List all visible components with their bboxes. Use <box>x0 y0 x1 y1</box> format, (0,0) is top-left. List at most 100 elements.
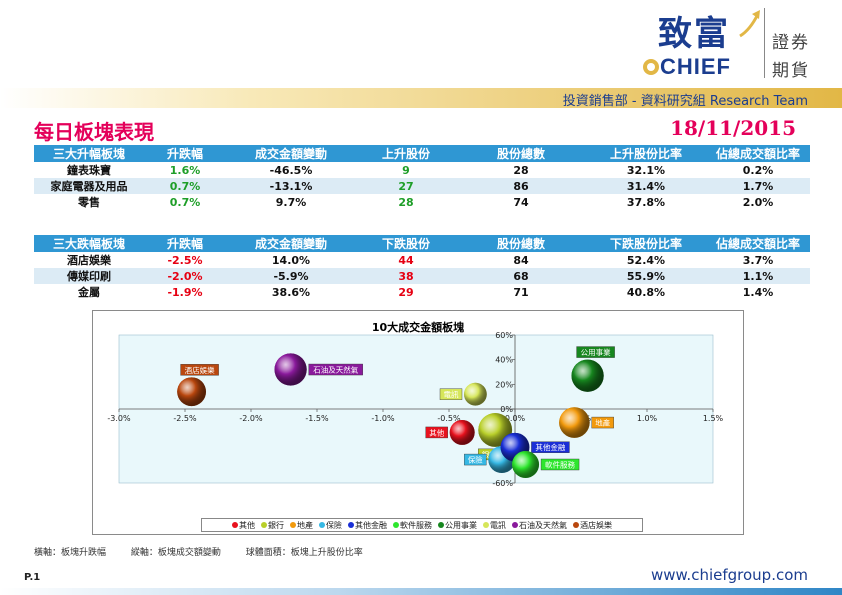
table-row: 酒店娛樂 -2.5% 14.0% 44 84 52.4% 3.7% <box>34 252 810 268</box>
bubble-shade-2 <box>559 407 590 438</box>
price-change: 0.7% <box>144 194 226 210</box>
legend-label: 石油及天然氣 <box>519 520 567 530</box>
bubble-label: 軟件服務 <box>545 460 575 470</box>
total-count: 86 <box>456 178 586 194</box>
falling-ratio: 40.8% <box>586 284 706 300</box>
chart-legend: 其他 銀行 地產 保險 其他金融 軟件服務 公用事業 電訊 石油及天然氣 酒店娛樂 <box>201 518 643 532</box>
bubble-label: 其他金融 <box>535 442 565 452</box>
bubble-chart: 10大成交金額板塊 -3.0% -2.5% -2.0% -1.5% -1.0% -0.5%… <box>92 310 744 535</box>
col-header: 上升股份比率 <box>586 145 706 162</box>
bubble-label-box <box>425 426 448 439</box>
logo-side-text-futures: 期貨 <box>772 61 810 81</box>
bubble-label: 石油及天然氣 <box>313 365 358 375</box>
legend-item: 軟件服務 <box>393 520 432 531</box>
col-header: 成交金額變動 <box>226 235 356 252</box>
falling-ratio: 55.9% <box>586 268 706 284</box>
falling-ratio: 52.4% <box>586 252 706 268</box>
website-link[interactable]: www.chiefgroup.com <box>651 566 808 584</box>
bubble-shade-9 <box>177 377 207 407</box>
rising-count: 27 <box>356 178 456 194</box>
legend-item: 酒店娛樂 <box>573 520 612 531</box>
total-count: 71 <box>456 284 586 300</box>
total-count: 28 <box>456 162 586 178</box>
header-band <box>0 88 842 108</box>
col-header: 佔總成交額比率 <box>706 235 810 252</box>
logo-mark-icon <box>643 59 659 75</box>
price-change: 0.7% <box>144 178 226 194</box>
x-tick-label: -3.0% <box>107 414 131 423</box>
legend-item: 電訊 <box>483 520 506 531</box>
legend-item: 其他 <box>232 520 255 531</box>
col-header: 下跌股份比率 <box>586 235 706 252</box>
total-count: 74 <box>456 194 586 210</box>
col-header: 升跌幅 <box>144 235 226 252</box>
col-header: 升跌幅 <box>144 145 226 162</box>
logo-side-text-securities: 證券 <box>772 33 810 53</box>
bubble-label: 其他 <box>429 427 444 437</box>
turnover-share: 0.2% <box>706 162 810 178</box>
turnover-share: 3.7% <box>706 252 810 268</box>
rising-ratio: 31.4% <box>586 178 706 194</box>
legend-item: 銀行 <box>261 520 284 531</box>
footnote-y-axis: 縱軸：板塊成交額變動 <box>130 548 221 558</box>
bubble-label-box <box>531 441 570 453</box>
bubble-chart-plot: -3.0%-2.5%-2.0%-1.5%-1.0%-0.5%0.0%0.5%1.… <box>107 331 724 488</box>
price-change: -2.5% <box>144 252 226 268</box>
table-header-row: 三大跌幅板塊 升跌幅 成交金額變動 下跌股份 股份總數 下跌股份比率 佔總成交額… <box>34 235 810 252</box>
turnover-share: 1.1% <box>706 268 810 284</box>
sector-name: 酒店娛樂 <box>34 252 144 268</box>
turnover-change: 38.6% <box>226 284 356 300</box>
legend-label: 其他金融 <box>355 520 387 530</box>
department-label: 投資銷售部 - 資料研究組 Research Team <box>562 94 808 109</box>
x-tick-label: 1.5% <box>703 414 724 423</box>
bubble-label-box <box>180 364 219 376</box>
legend-marker <box>319 522 325 528</box>
legend-item: 保險 <box>319 520 342 531</box>
footer-band <box>0 588 842 595</box>
legend-marker <box>573 522 579 528</box>
bubble-label: 電訊 <box>444 389 459 399</box>
table-row: 鐘表珠寶 1.6% -46.5% 9 28 32.1% 0.2% <box>34 162 810 178</box>
bubble-label: 保險 <box>468 455 483 465</box>
y-tick-label: -60% <box>492 479 513 488</box>
legend-marker <box>512 522 518 528</box>
turnover-share: 1.7% <box>706 178 810 194</box>
legend-marker <box>290 522 296 528</box>
legend-marker <box>438 522 444 528</box>
bubble-label-box <box>464 453 487 466</box>
turnover-share: 1.4% <box>706 284 810 300</box>
sector-name: 傳媒印刷 <box>34 268 144 284</box>
legend-label: 公用事業 <box>445 520 477 530</box>
legend-marker <box>261 522 267 528</box>
company-logo: 致富 CHIEF 證券 期貨 <box>640 4 820 82</box>
col-header: 股份總數 <box>456 145 586 162</box>
bubble-shade-5 <box>512 451 540 478</box>
y-tick-label: 60% <box>495 331 513 340</box>
report-date: 18/11/2015 <box>670 116 796 140</box>
falling-count: 29 <box>356 284 456 300</box>
legend-label: 銀行 <box>268 520 284 530</box>
sector-name: 鐘表珠寶 <box>34 162 144 178</box>
legend-label: 軟件服務 <box>400 520 432 530</box>
table-header-row: 三大升幅板塊 升跌幅 成交金額變動 上升股份 股份總數 上升股份比率 佔總成交額… <box>34 145 810 162</box>
x-tick-label: -1.0% <box>371 414 395 423</box>
legend-item: 地產 <box>290 520 313 531</box>
logo-arrow-icon <box>739 10 760 38</box>
legend-item: 石油及天然氣 <box>512 520 567 531</box>
legend-label: 酒店娛樂 <box>580 520 612 530</box>
turnover-change: 9.7% <box>226 194 356 210</box>
table-row: 零售 0.7% 9.7% 28 74 37.8% 2.0% <box>34 194 810 210</box>
sector-name: 家庭電器及用品 <box>34 178 144 194</box>
legend-marker <box>232 522 238 528</box>
logo-divider <box>764 8 765 78</box>
page-title: 每日板塊表現 <box>34 120 154 144</box>
y-tick-label: 20% <box>495 380 513 389</box>
table-row: 傳媒印刷 -2.0% -5.9% 38 68 55.9% 1.1% <box>34 268 810 284</box>
price-change: 1.6% <box>144 162 226 178</box>
table-row: 金屬 -1.9% 38.6% 29 71 40.8% 1.4% <box>34 284 810 300</box>
bubble-label-box <box>308 363 363 376</box>
col-header: 三大跌幅板塊 <box>34 235 144 252</box>
footnote: 橫軸：板塊升跌幅 縱軸：板塊成交額變動 球體面積：板塊上升股份比率 <box>34 545 385 558</box>
sector-name: 金屬 <box>34 284 144 300</box>
logo-cn-name: 致富 <box>658 14 730 54</box>
